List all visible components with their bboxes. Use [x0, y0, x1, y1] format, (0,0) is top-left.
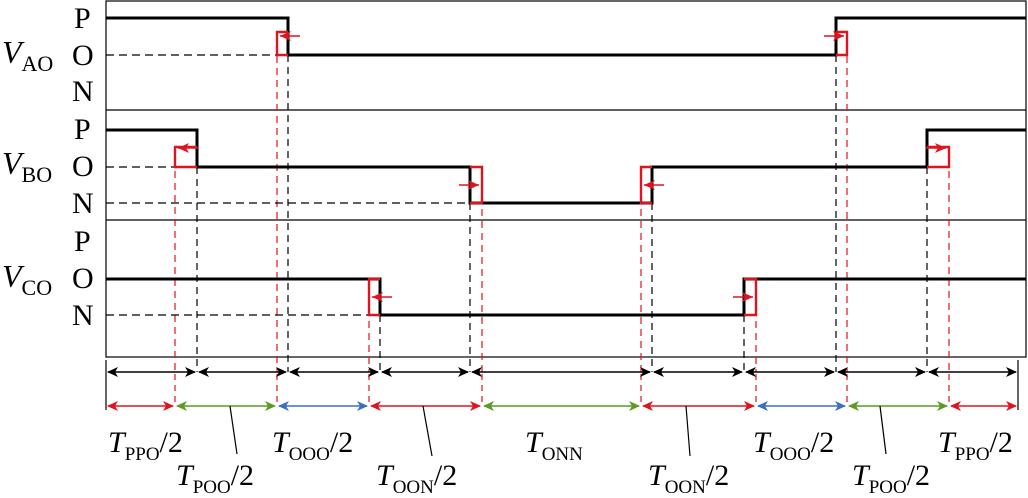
level-label-p-row3: P — [74, 225, 91, 258]
time-segment-arrow-head-right — [640, 367, 651, 377]
time-segment-arrow-head-left — [198, 367, 209, 377]
time-segment-arrow-head-left — [471, 367, 482, 377]
transition-step-marker — [836, 30, 849, 57]
interval-arrow-head-left — [107, 401, 118, 411]
row-label-vco: VCO — [2, 258, 52, 300]
interval-arrow-head-left — [176, 401, 187, 411]
interval-arrow-head-right — [163, 401, 174, 411]
interval-label-tpoo-2: TPOO/2 — [852, 459, 930, 498]
phase-waveform — [106, 277, 1026, 317]
transition-step-marker — [275, 30, 288, 57]
interval-arrow-head-left — [483, 401, 494, 411]
level-label-o-row2: O — [72, 150, 94, 183]
interval-label-tpoo-1: TPOO/2 — [176, 459, 254, 498]
transition-arrow-head — [372, 292, 383, 302]
time-axis — [105, 360, 1019, 411]
transition-arrow-head — [742, 292, 753, 302]
interval-label-toon-2: TOON/2 — [648, 459, 729, 498]
interval-arrow-head-right — [744, 401, 755, 411]
transition-arrow-head — [644, 180, 655, 190]
interval-arrow-head-right — [1006, 401, 1017, 411]
time-segment-arrow-head-right — [276, 367, 287, 377]
interval-label-tppo-2: TPPO/2 — [938, 426, 1013, 465]
time-segment-arrow-head-left — [381, 367, 392, 377]
time-segment-arrow-head-right — [915, 367, 926, 377]
guide-lines — [174, 32, 950, 404]
time-segment-arrow-head-right — [458, 367, 469, 377]
transition-arrow-head — [833, 31, 844, 41]
labels: VAO P O N VBO P O N VCO P O N TPPO/2 TPO… — [2, 2, 1013, 498]
transition-step-marker — [639, 165, 652, 205]
interval-label-tppo-1: TPPO/2 — [108, 426, 183, 465]
pointer-line-tpoo-1 — [229, 405, 238, 455]
transition-arrow-head — [178, 143, 189, 153]
interval-arrow-head-left — [757, 401, 768, 411]
time-segment-arrow-head-right — [824, 367, 835, 377]
level-label-n-row2: N — [72, 187, 94, 220]
interval-arrow-head-left — [848, 401, 859, 411]
interval-label-toon-1: TOON/2 — [376, 459, 457, 498]
interval-label-tonn: TONN — [525, 426, 583, 465]
interval-arrow-head-left — [278, 401, 289, 411]
level-label-n-row3: N — [72, 299, 94, 332]
interval-arrow-head-right — [629, 401, 640, 411]
time-segment-arrow-head-right — [185, 367, 196, 377]
pointer-line-toon-2 — [685, 405, 691, 457]
level-label-o-row3: O — [72, 262, 94, 295]
time-segment-arrow-head-left — [107, 367, 118, 377]
transition-step-marker — [367, 277, 380, 317]
transition-arrow-head — [935, 143, 946, 153]
interval-arrow-head-left — [950, 401, 961, 411]
time-segment-arrow-head-left — [745, 367, 756, 377]
level-label-p-row1: P — [74, 2, 91, 35]
time-segment-arrow-head-right — [732, 367, 743, 377]
time-segment-arrow-head-left — [653, 367, 664, 377]
reference-dashes — [106, 54, 470, 316]
interval-arrow-head-right — [470, 401, 481, 411]
diagram-frame — [105, 0, 1027, 358]
pointer-line-tpoo-2 — [879, 405, 887, 455]
time-segment-arrow-head-right — [368, 367, 379, 377]
switching-waveforms — [106, 16, 1026, 317]
time-segment-arrow-head-left — [928, 367, 939, 377]
phase-waveform — [106, 128, 1026, 205]
time-segment-arrow-head-left — [837, 367, 848, 377]
interval-arrow-head-right — [835, 401, 846, 411]
interval-arrow-head-left — [642, 401, 653, 411]
time-segment-arrow-head-left — [289, 367, 300, 377]
time-segment-arrow-head-right — [1006, 367, 1017, 377]
level-label-p-row2: P — [74, 113, 91, 146]
interval-arrow-head-right — [265, 401, 276, 411]
pointer-line-toon-1 — [422, 405, 433, 457]
interval-label-tooo-1: TOOO/2 — [272, 426, 353, 465]
interval-arrow-head-right — [937, 401, 948, 411]
transition-arrow-head — [280, 31, 291, 41]
level-label-n-row1: N — [72, 75, 94, 108]
interval-label-tooo-2: TOOO/2 — [753, 426, 834, 465]
row-label-vao: VAO — [2, 34, 53, 76]
transition-step-marker — [470, 165, 484, 205]
interval-arrow-head-right — [357, 401, 368, 411]
transition-markers — [173, 30, 951, 317]
interval-arrow-head-left — [370, 401, 381, 411]
level-label-o-row1: O — [72, 39, 94, 72]
transition-arrow-head — [468, 180, 479, 190]
phase-waveform — [106, 16, 1026, 57]
row-label-vbo: VBO — [2, 145, 52, 187]
transition-step-marker — [744, 277, 758, 317]
